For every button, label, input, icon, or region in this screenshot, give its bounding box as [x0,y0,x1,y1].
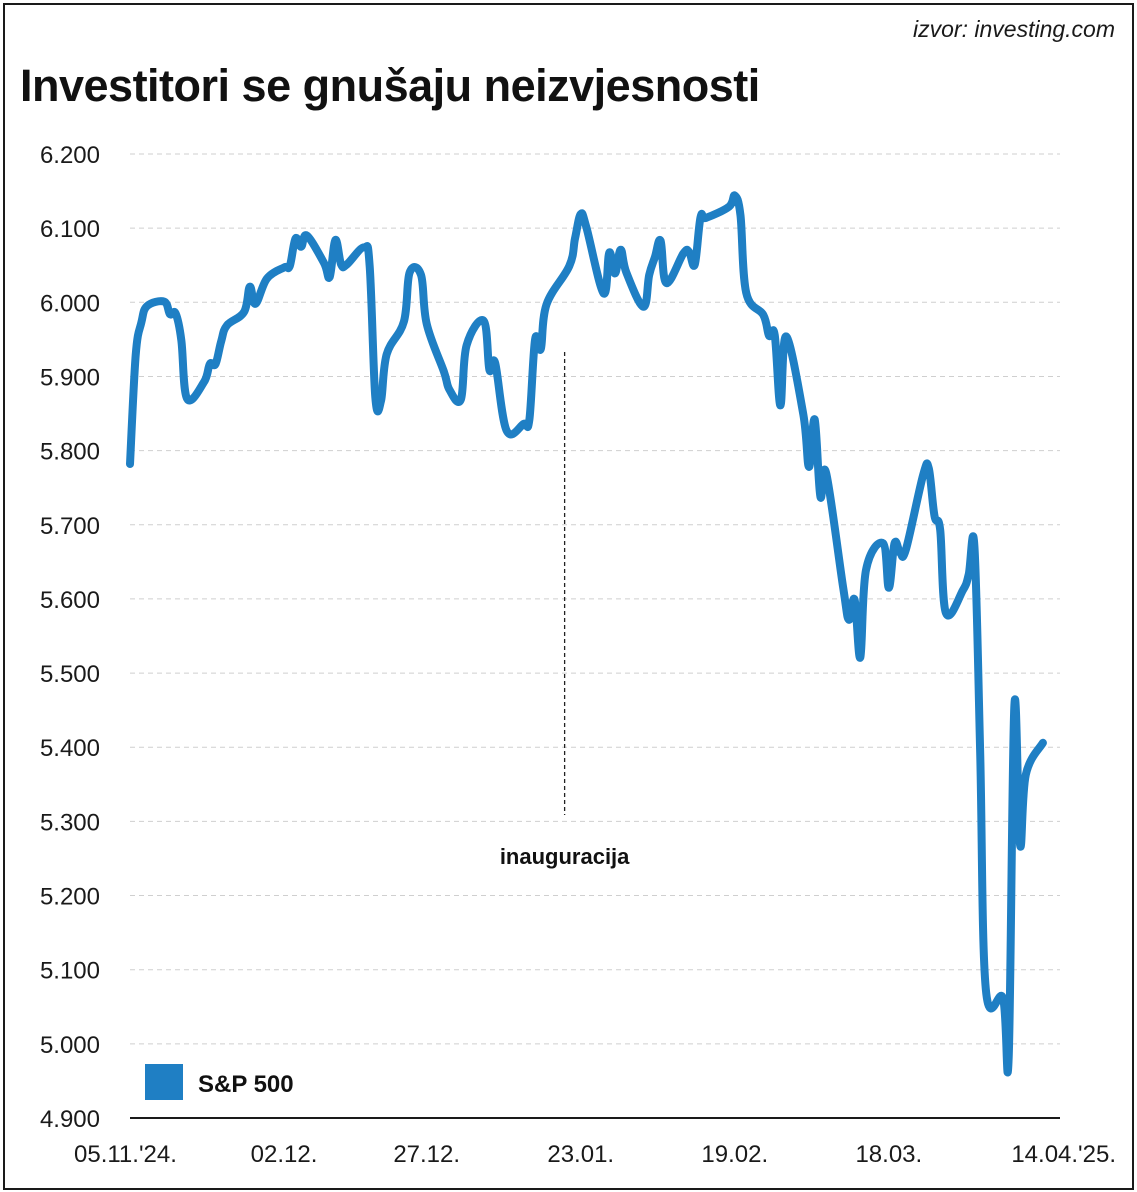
x-tick-label: 14.04.'25. [1011,1141,1116,1168]
annotation-layer: inauguracija [500,352,630,869]
y-tick-label: 5.500 [40,661,100,688]
source-note: izvor: investing.com [913,16,1115,42]
x-tick-label: 23.01. [547,1141,614,1168]
y-tick-label: 5.200 [40,884,100,911]
legend: S&P 500 [145,1064,294,1100]
y-tick-label: 5.300 [40,809,100,836]
x-tick-label: 02.12. [251,1141,318,1168]
y-tick-label: 5.700 [40,513,100,540]
y-tick-label: 6.000 [40,290,100,317]
annotation-label: inauguracija [500,844,630,869]
x-tick-label: 18.03. [855,1141,922,1168]
series-layer [126,191,1047,1077]
x-tick-label: 27.12. [393,1141,460,1168]
chart-frame [3,3,1134,1190]
y-tick-label: 5.000 [40,1032,100,1059]
y-tick-label: 6.200 [40,142,100,169]
y-tick-label: 6.100 [40,216,100,243]
y-tick-label: 4.900 [40,1106,100,1133]
x-tick-label: 19.02. [701,1141,768,1168]
grid-lines [130,153,1060,1045]
y-tick-label: 5.800 [40,439,100,466]
y-tick-label: 5.100 [40,958,100,985]
x-tick-label: 05.11.'24. [74,1141,177,1168]
chart-title: Investitori se gnušaju neizvjesnosti [20,60,760,111]
y-tick-label: 5.400 [40,735,100,762]
y-tick-label: 5.900 [40,364,100,391]
legend-label-sp500: S&P 500 [198,1071,294,1098]
series-line-sp500 [126,191,1047,1077]
legend-swatch-sp500 [145,1064,183,1100]
x-axis: 05.11.'24. 02.12. 27.12. 23.01. 19.02. 18.03.… [74,1141,1116,1168]
y-axis: 4.900 5.000 5.100 5.200 5.300 5.400 5.500 5.600… [40,142,100,1133]
y-tick-label: 5.600 [40,587,100,614]
